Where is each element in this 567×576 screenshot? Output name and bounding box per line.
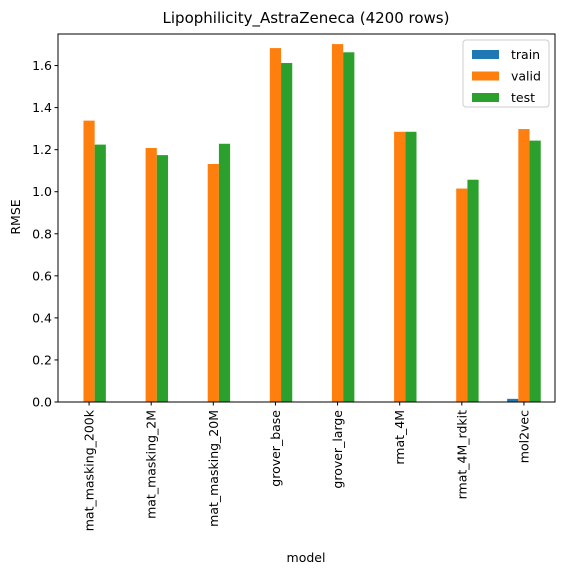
bar-valid-rmat_4M: [394, 131, 406, 402]
bar-test-mat_masking_20M: [218, 143, 231, 402]
legend-swatch-valid: [472, 71, 499, 81]
y-tick-label: 1.4: [32, 100, 52, 115]
bars-group: [83, 44, 541, 403]
y-axis-label: RMSE: [8, 199, 23, 234]
y-tick-label: 0.2: [32, 352, 52, 367]
x-tick-label: rmat_4M_rdkit: [454, 410, 469, 499]
bar-valid-mol2vec: [518, 129, 530, 403]
bar-valid-mat_masking_2M: [145, 147, 157, 402]
bar-train-mol2vec: [507, 398, 519, 402]
bar-test-rmat_4M_rdkit: [467, 179, 479, 402]
y-tick-label: 1.2: [32, 142, 52, 157]
legend: train valid test: [462, 39, 550, 108]
bar-test-mat_masking_200k: [94, 144, 106, 403]
y-ticks-group: 0.0 0.2 0.4 0.6 0.8 1.0 1.2 1.4 1.6: [32, 58, 58, 410]
x-tick-label: grover_large: [330, 410, 345, 489]
x-axis-label: model: [287, 550, 326, 565]
legend-label-test: test: [511, 90, 535, 105]
legend-label-train: train: [511, 47, 540, 62]
bar-valid-mat_masking_20M: [207, 163, 219, 402]
y-tick-label: 0.8: [32, 226, 52, 241]
legend-label-valid: valid: [511, 69, 541, 84]
x-tick-label: grover_base: [268, 410, 283, 487]
bar-valid-grover_large: [331, 44, 344, 403]
y-tick-label: 1.0: [32, 184, 52, 199]
y-tick-label: 0.4: [32, 310, 52, 325]
bar-valid-grover_base: [269, 48, 282, 403]
bar-valid-mat_masking_200k: [83, 120, 95, 402]
plot-frame: [57, 33, 556, 403]
bar-test-grover_large: [343, 52, 355, 402]
bar-test-rmat_4M: [405, 131, 417, 402]
bar-test-mat_masking_2M: [156, 155, 168, 402]
x-tick-label: mol2vec: [516, 410, 531, 463]
x-tick-label: rmat_4M: [392, 410, 407, 465]
x-tick-label: mat_masking_2M: [144, 410, 159, 519]
x-tick-label: mat_masking_20M: [206, 410, 221, 527]
y-tick-label: 0.0: [32, 395, 52, 410]
legend-swatch-test: [472, 93, 499, 102]
chart-title: Lipophilicity_AstraZeneca (4200 rows): [163, 9, 450, 28]
y-tick-label: 0.6: [32, 268, 52, 283]
bar-valid-rmat_4M_rdkit: [456, 188, 468, 402]
y-tick-label: 1.6: [32, 58, 52, 73]
x-tick-label: mat_masking_200k: [82, 409, 97, 531]
bar-test-grover_base: [281, 63, 293, 403]
legend-swatch-train: [472, 50, 499, 59]
x-ticks-group: mat_masking_200k mat_masking_2M mat_maskin…: [82, 402, 531, 531]
bar-test-mol2vec: [529, 140, 541, 403]
